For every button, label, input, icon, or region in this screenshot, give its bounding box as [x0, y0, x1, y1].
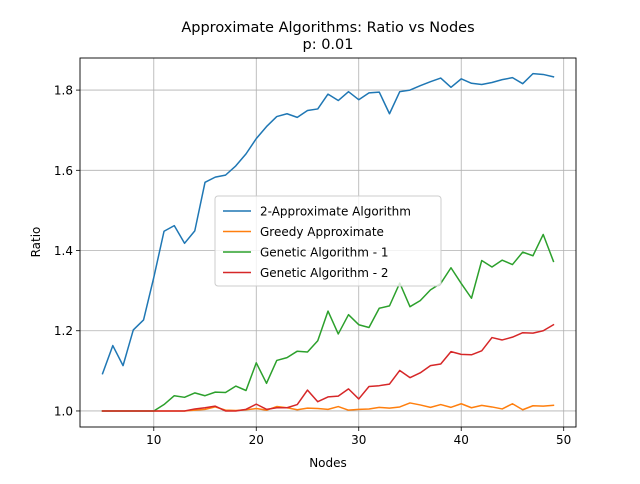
y-tick-label: 1.2 — [54, 324, 73, 338]
legend-label: Genetic Algorithm - 1 — [260, 246, 388, 260]
y-tick-label: 1.0 — [54, 404, 73, 418]
x-tick-label: 30 — [351, 433, 366, 447]
legend-label: 2-Approximate Algorithm — [260, 205, 411, 219]
chart-subtitle: p: 0.01 — [303, 37, 354, 53]
legend-box — [214, 195, 442, 287]
x-axis-label: Nodes — [309, 456, 347, 470]
x-tick-label: 50 — [556, 433, 571, 447]
x-tick-label: 40 — [454, 433, 469, 447]
y-tick-label: 1.4 — [54, 244, 73, 258]
x-tick-label: 20 — [249, 433, 264, 447]
legend: 2-Approximate Algorithm Greedy Approximat… — [214, 195, 442, 287]
series-line-genetic-algorithm-1 — [101, 233, 555, 412]
series-line-genetic-algorithm-2 — [101, 323, 555, 412]
axis-ticks: 10 20 30 40 50 1.0 1.2 1.4 1.6 1.8 — [54, 84, 571, 447]
chart-title: Approximate Algorithms: Ratio vs Nodes — [181, 20, 474, 36]
y-tick-label: 1.6 — [54, 164, 73, 178]
legend-label: Greedy Approximate — [260, 225, 384, 239]
series-lines — [101, 72, 555, 412]
x-tick-label: 10 — [146, 433, 161, 447]
series-line-2-approximate-algorithm — [101, 72, 555, 375]
y-tick-label: 1.8 — [54, 84, 73, 98]
legend-label: Genetic Algorithm - 2 — [260, 266, 388, 280]
y-axis-label: Ratio — [29, 227, 43, 258]
plot-frame — [79, 57, 577, 428]
